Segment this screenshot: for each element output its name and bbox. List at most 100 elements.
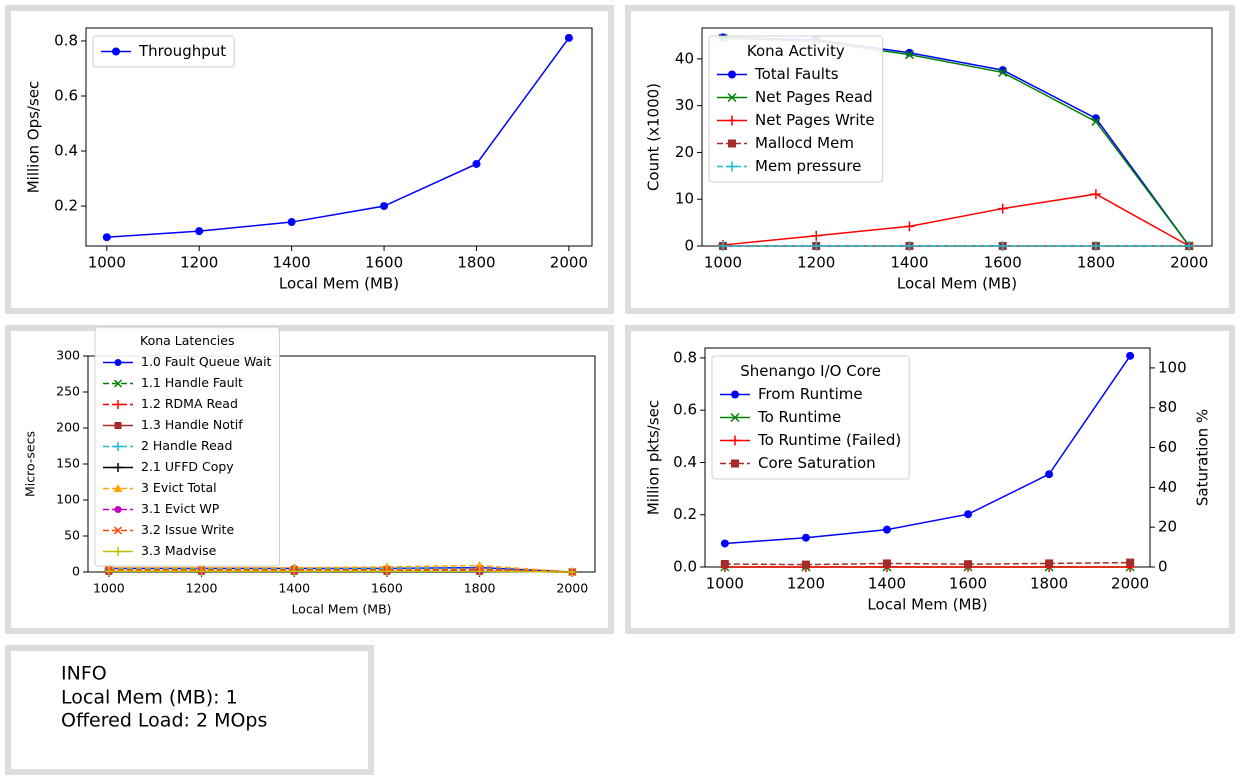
legend: Throughput <box>92 35 235 68</box>
x-axis-label: Local Mem (MB) <box>867 596 987 614</box>
x-tick-label: 1400 <box>890 254 928 272</box>
series-line <box>724 355 1131 545</box>
x-tick-label: 1000 <box>93 581 125 596</box>
marker <box>730 435 740 446</box>
y-axis-label: Micro-secs <box>23 431 38 497</box>
y-tick-label: 150 <box>56 456 80 471</box>
marker <box>102 233 111 242</box>
x-tick-label: 1600 <box>371 581 403 596</box>
legend-box <box>94 326 280 567</box>
marker <box>104 566 114 576</box>
marker <box>1126 351 1135 360</box>
y-tick-label: 0.6 <box>54 86 78 104</box>
y-tick-label: 30 <box>675 96 694 114</box>
series-line <box>724 561 1131 566</box>
series-line <box>108 564 573 573</box>
y-tick-label: 10 <box>675 190 694 208</box>
x-tick-label: 1200 <box>787 575 825 593</box>
marker <box>727 161 737 172</box>
y-tick-label: 300 <box>56 348 80 363</box>
marker <box>904 50 914 60</box>
marker <box>730 412 740 423</box>
marker <box>475 566 485 576</box>
marker <box>197 566 207 576</box>
y-tick-label: 0.8 <box>54 31 78 49</box>
legend-label: 1.2 RDMA Read <box>141 396 238 411</box>
info-line: Offered Load: 2 MOps <box>61 710 267 732</box>
chart: 1000 1200 1400 1600 1800 2000 0 10 20 30 40 Local M… <box>645 27 1213 293</box>
x-tick-label: 2000 <box>1111 575 1149 593</box>
marker <box>728 70 736 79</box>
legend: Kona Latencies 1.0 Fault Queue Wait 1.1 Ha… <box>94 326 280 567</box>
x-tick-label: 1200 <box>186 581 218 596</box>
marker <box>113 442 123 451</box>
marker <box>904 241 915 251</box>
x-tick-label: 1000 <box>88 254 126 272</box>
x-tick-label: 1800 <box>464 581 496 596</box>
marker <box>882 525 891 534</box>
legend-label: 1.1 Handle Fault <box>141 375 243 390</box>
x-tick-label: 1600 <box>949 575 987 593</box>
x-tick-label: 1800 <box>457 254 495 272</box>
x-tick-label: 1400 <box>273 254 311 272</box>
chart: 1000 1200 1400 1600 1800 2000 0.2 0.4 0.6 0.8 Loca… <box>25 27 593 293</box>
y-tick-label: 0.8 <box>673 348 697 366</box>
marker <box>564 33 573 42</box>
y2-tick-label: 100 <box>1158 358 1187 376</box>
x-tick-label: 1200 <box>797 254 835 272</box>
legend-label: To Runtime (Failed) <box>757 431 901 449</box>
chart: 1000 1200 1400 1600 1800 2000 0.0 0.2 0.4 0.6 0.8 0… <box>645 347 1212 614</box>
x-tick-label: 1000 <box>706 575 744 593</box>
legend-label: Core Saturation <box>758 454 876 472</box>
legend-label: 1.3 Handle Notif <box>141 417 243 432</box>
marker <box>1045 470 1054 479</box>
marker <box>289 566 299 576</box>
y2-tick-label: 60 <box>1158 438 1177 456</box>
marker <box>731 390 739 399</box>
marker <box>1091 117 1101 127</box>
x-tick-label: 2000 <box>550 254 588 272</box>
marker <box>801 560 810 569</box>
marker <box>1090 241 1101 251</box>
info-title: INFO <box>61 663 107 685</box>
marker <box>195 227 204 236</box>
legend-label: 3.1 Evict WP <box>141 501 220 516</box>
legend-label: 2.1 UFFD Copy <box>141 459 234 474</box>
y-tick-label: 200 <box>56 420 80 435</box>
info-line: Local Mem (MB): 1 <box>61 687 238 709</box>
marker <box>998 67 1008 77</box>
y2-tick-label: 0 <box>1158 558 1168 576</box>
marker <box>997 203 1008 214</box>
marker <box>904 221 915 232</box>
series-line <box>106 37 570 238</box>
y-axis-label: Million Ops/sec <box>25 81 43 194</box>
y-tick-label: 40 <box>675 49 694 67</box>
legend-label: 1.0 Fault Queue Wait <box>141 354 272 369</box>
series-line <box>108 568 573 573</box>
legend: Shenango I/O Core From Runtime To Runtime T… <box>711 355 910 480</box>
legend-label: 3 Evict Total <box>141 480 217 495</box>
legend-title: Shenango I/O Core <box>740 362 881 380</box>
y-tick-label: 0.0 <box>673 558 697 576</box>
marker <box>728 139 736 148</box>
marker <box>1184 241 1195 251</box>
x-axis-label: Local Mem (MB) <box>279 275 399 293</box>
marker <box>114 359 122 366</box>
marker <box>964 560 973 569</box>
marker <box>811 230 822 241</box>
legend-label: From Runtime <box>758 385 863 403</box>
y-tick-label: 250 <box>56 384 80 399</box>
marker <box>1090 189 1101 200</box>
y2-axis-label: Saturation % <box>1194 409 1212 506</box>
y-tick-label: 0.4 <box>54 142 78 160</box>
y-axis-label: Count (x1000) <box>645 83 663 191</box>
y2-tick-label: 40 <box>1158 478 1177 496</box>
legend-label: Throughput <box>138 42 226 60</box>
y-tick-label: 100 <box>56 492 80 507</box>
y2-tick-label: 20 <box>1158 518 1177 536</box>
legend-label: 3.2 Issue Write <box>141 522 234 537</box>
legend-label: Total Faults <box>754 65 839 83</box>
legend-label: To Runtime <box>757 408 841 426</box>
y-tick-label: 50 <box>64 528 80 543</box>
